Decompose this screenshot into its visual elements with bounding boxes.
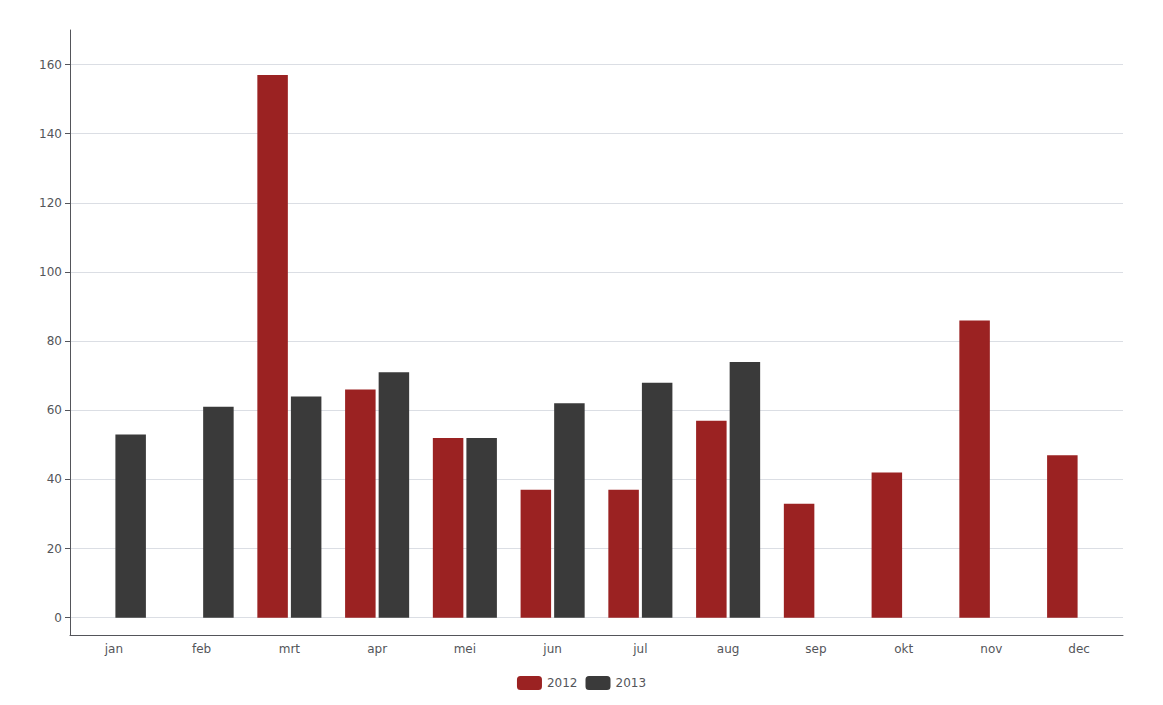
svg-text:apr: apr (367, 642, 387, 656)
svg-text:140: 140 (39, 127, 62, 141)
svg-text:jun: jun (542, 642, 562, 656)
svg-text:60: 60 (47, 403, 62, 417)
svg-text:jul: jul (632, 642, 647, 656)
svg-text:80: 80 (47, 334, 62, 348)
svg-text:sep: sep (805, 642, 826, 656)
svg-text:2013: 2013 (616, 676, 647, 690)
svg-text:100: 100 (39, 265, 62, 279)
svg-text:mrt: mrt (279, 642, 301, 656)
svg-text:40: 40 (47, 472, 62, 486)
svg-text:120: 120 (39, 196, 62, 210)
svg-text:0: 0 (54, 611, 62, 625)
svg-text:jan: jan (104, 642, 123, 656)
svg-text:feb: feb (192, 642, 211, 656)
svg-text:okt: okt (894, 642, 913, 656)
svg-text:aug: aug (717, 642, 740, 656)
svg-text:dec: dec (1068, 642, 1090, 656)
svg-text:nov: nov (980, 642, 1002, 656)
svg-text:20: 20 (47, 542, 62, 556)
svg-text:mei: mei (454, 642, 476, 656)
svg-text:2012: 2012 (547, 676, 578, 690)
svg-text:160: 160 (39, 58, 62, 72)
